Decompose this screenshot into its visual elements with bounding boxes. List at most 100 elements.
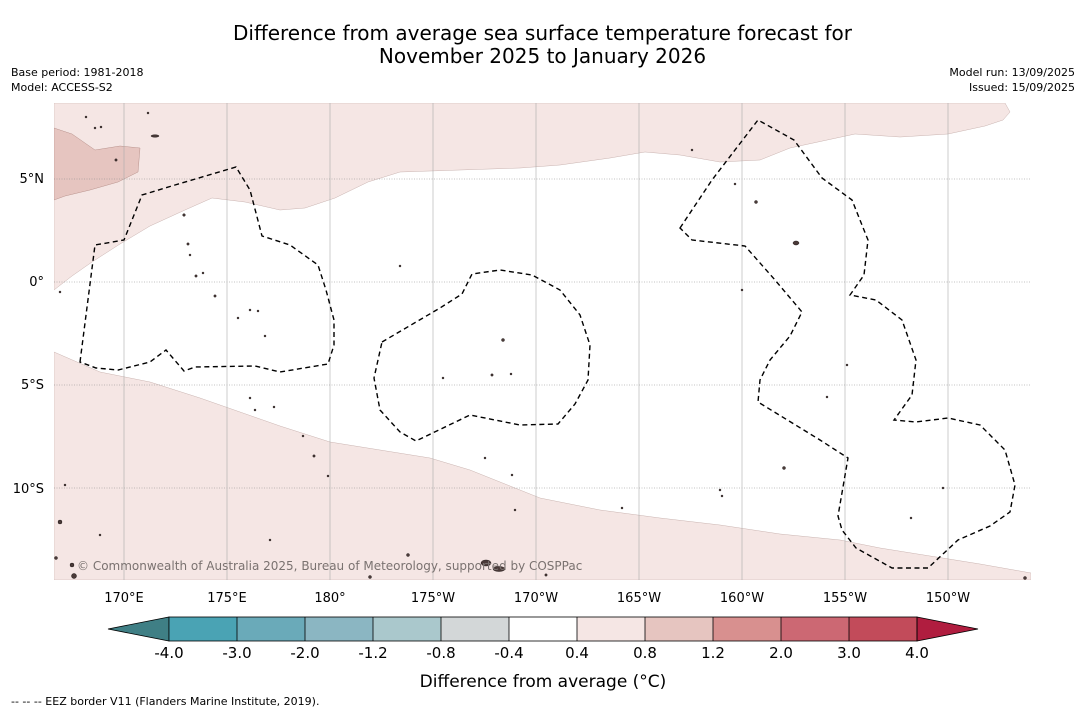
colorbar-tick: -2.0	[290, 644, 319, 662]
island	[63, 483, 67, 487]
island	[263, 334, 267, 338]
colorbar-segment	[373, 617, 441, 641]
island	[248, 308, 252, 312]
island	[398, 264, 402, 268]
eez-kiribati-phoenix	[373, 269, 591, 442]
colorbar-tick: -4.0	[154, 644, 183, 662]
copyright-notice: © Commonwealth of Australia 2025, Bureau…	[77, 559, 582, 573]
model-name: Model: ACCESS-S2	[11, 81, 113, 94]
lon-label-175w: 175°W	[411, 591, 455, 606]
island	[71, 573, 77, 579]
island	[272, 405, 276, 409]
colorbar-tick: 0.4	[565, 644, 589, 662]
island	[501, 338, 505, 342]
island	[513, 508, 517, 512]
lon-label-155w: 155°W	[823, 591, 867, 606]
island	[256, 309, 260, 313]
island	[312, 454, 316, 458]
colorbar: -4.0 -3.0 -2.0 -1.2 -0.8 -0.4 0.4 0.8 1.…	[107, 616, 979, 692]
island	[718, 488, 722, 492]
island	[510, 473, 514, 477]
island	[248, 396, 252, 400]
colorbar-tick: -0.8	[426, 644, 455, 662]
colorbar-segment	[645, 617, 713, 641]
island	[544, 573, 548, 577]
eez-footnote: -- -- -- EEZ border V11 (Flanders Marine…	[11, 695, 320, 708]
lon-label-165w: 165°W	[617, 591, 661, 606]
island	[201, 271, 205, 275]
longitude-labels: 170°E 175°E 180° 175°W 170°W 165°W 160°W…	[104, 591, 970, 606]
island	[368, 575, 372, 579]
eez-kiribati-gilbert	[79, 166, 335, 373]
island	[58, 290, 62, 294]
island	[792, 240, 800, 246]
meta-right: Model run: 13/09/2025 Issued: 15/09/2025	[949, 65, 1075, 95]
island	[782, 466, 786, 470]
island	[188, 253, 192, 257]
colorbar-segment	[713, 617, 781, 641]
title-line-2: November 2025 to January 2026	[378, 44, 707, 68]
colorbar-tick: -0.4	[494, 644, 523, 662]
map-title: Difference from average sea surface temp…	[0, 22, 1085, 68]
colorbar-segment	[237, 617, 305, 641]
meta-left: Base period: 1981-2018 Model: ACCESS-S2	[11, 65, 143, 95]
island	[54, 556, 58, 560]
island	[1023, 576, 1027, 580]
island	[182, 213, 186, 217]
lon-label-160w: 160°W	[720, 591, 764, 606]
island	[99, 125, 103, 129]
title-line-1: Difference from average sea surface temp…	[232, 21, 852, 45]
colorbar-tick: 2.0	[769, 644, 793, 662]
anomaly-region-south	[54, 351, 1031, 580]
colorbar-tick: -1.2	[358, 644, 387, 662]
island	[509, 372, 513, 376]
lon-label-170w: 170°W	[514, 591, 558, 606]
island	[57, 519, 63, 525]
island	[740, 288, 744, 292]
issued-date: Issued: 15/09/2025	[968, 81, 1075, 94]
island	[98, 533, 102, 537]
island	[69, 562, 75, 568]
island	[492, 566, 506, 572]
eez-kiribati-line	[679, 119, 1016, 569]
latitude-labels: 5°N 0° 5°S 10°S	[13, 172, 44, 497]
island	[93, 126, 97, 130]
colorbar-segment	[305, 617, 373, 641]
colorbar-tick: 4.0	[905, 644, 929, 662]
lon-label-150w: 150°W	[926, 591, 970, 606]
island	[186, 242, 190, 246]
colorbar-outline	[168, 616, 918, 642]
island	[406, 553, 410, 557]
island	[620, 506, 624, 510]
island	[326, 474, 330, 478]
island	[236, 316, 240, 320]
colorbar-segment	[169, 617, 237, 641]
anomaly-region-northwest	[54, 127, 141, 201]
island	[84, 115, 88, 119]
colorbar-dividers	[236, 617, 850, 641]
colorbar-ticks: -4.0 -3.0 -2.0 -1.2 -0.8 -0.4 0.4 0.8 1.…	[154, 644, 929, 662]
island	[150, 134, 160, 138]
island	[690, 148, 694, 152]
colorbar-tick: -3.0	[222, 644, 251, 662]
lat-label-0: 0°	[29, 275, 44, 290]
island	[483, 456, 487, 460]
lon-label-170e: 170°E	[104, 591, 144, 606]
island	[114, 158, 118, 162]
colorbar-extend-low	[107, 616, 170, 642]
lat-label-5s: 5°S	[21, 378, 44, 393]
island	[941, 486, 945, 490]
island	[825, 395, 829, 399]
lat-label-10s: 10°S	[13, 482, 44, 497]
map-area: © Commonwealth of Australia 2025, Bureau…	[54, 103, 1031, 580]
model-run: Model run: 13/09/2025	[949, 66, 1075, 79]
lon-label-180: 180°	[314, 591, 345, 606]
island	[253, 408, 257, 412]
island	[754, 200, 758, 204]
colorbar-tick: 3.0	[837, 644, 861, 662]
island	[720, 494, 724, 498]
colorbar-segment	[849, 617, 917, 641]
base-period: Base period: 1981-2018	[11, 66, 144, 79]
lat-label-5n: 5°N	[20, 172, 45, 187]
